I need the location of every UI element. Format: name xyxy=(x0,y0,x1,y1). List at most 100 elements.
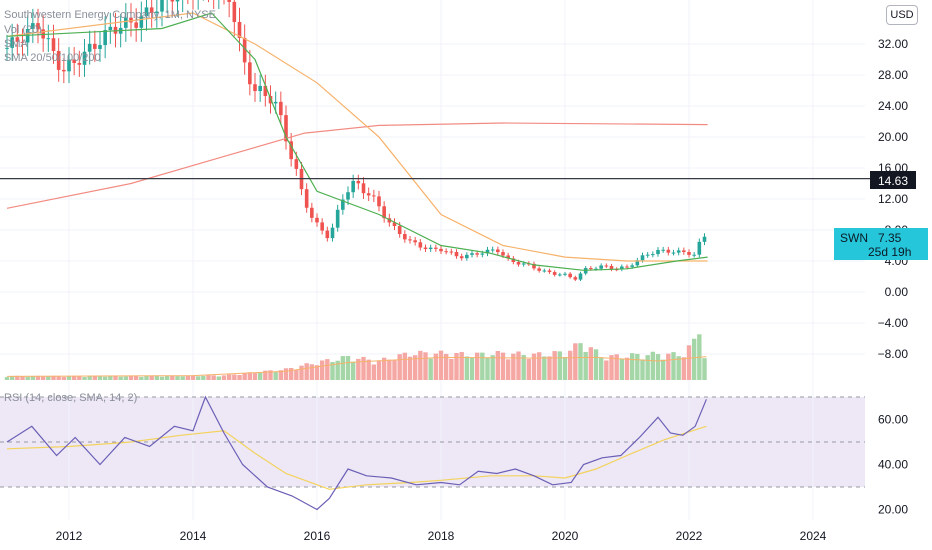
volume-bar xyxy=(691,338,697,380)
candle-body xyxy=(397,226,402,235)
volume-bar xyxy=(681,357,687,380)
candle-body xyxy=(155,11,159,14)
currency-button[interactable]: USD xyxy=(886,5,918,25)
volume-bar xyxy=(30,375,36,380)
ticker-symbol: SWN xyxy=(840,231,868,245)
volume-bar xyxy=(97,376,103,380)
volume-bar xyxy=(237,374,242,380)
volume-bar xyxy=(480,352,485,380)
volume-bar xyxy=(206,375,211,380)
candle-body xyxy=(253,84,257,92)
candle-body xyxy=(170,0,175,2)
candle-body xyxy=(304,189,309,208)
candle-body xyxy=(273,101,278,104)
volume-bar xyxy=(387,359,392,380)
hline-price-tag xyxy=(870,171,916,189)
candle-body xyxy=(403,234,407,240)
candle-body xyxy=(697,241,702,255)
candle-body xyxy=(666,249,671,253)
volume-bar xyxy=(330,361,335,380)
sma20-line xyxy=(6,12,708,271)
candle-body xyxy=(459,256,464,259)
volume-bar xyxy=(397,354,402,380)
time-tick-label: 2016 xyxy=(304,529,331,543)
candle-body xyxy=(594,268,598,270)
candle-body xyxy=(625,266,629,268)
candle-body xyxy=(315,217,319,223)
volume-bar xyxy=(66,376,72,380)
volume-bar xyxy=(185,375,191,380)
volume-bar xyxy=(56,375,61,380)
volume-bar xyxy=(547,356,552,380)
volume-bar xyxy=(567,350,573,380)
volume-bar xyxy=(335,360,340,380)
legend-sma: SMA xyxy=(4,38,29,50)
grid xyxy=(0,0,865,520)
volume-bar xyxy=(474,352,480,380)
price-tick-label: 28.00 xyxy=(878,68,908,82)
candle-body xyxy=(382,206,386,219)
ticker-badge xyxy=(834,228,928,260)
candle-body xyxy=(310,207,314,218)
volume-bar xyxy=(304,363,309,380)
volume-bar xyxy=(268,370,273,380)
rsi-line xyxy=(6,395,707,511)
candle-body xyxy=(573,277,578,280)
volume-bar xyxy=(61,376,67,380)
volume-bar xyxy=(170,375,175,380)
candle-body xyxy=(480,253,485,255)
volume-bar xyxy=(542,356,547,380)
candle-body xyxy=(423,247,428,250)
volume-bar xyxy=(366,359,371,380)
time-tick-label: 2012 xyxy=(56,529,83,543)
volume-bar xyxy=(273,371,278,380)
rsi-axis[interactable]: 60.00 40.00 20.00 xyxy=(878,413,908,517)
candle-body xyxy=(470,253,474,255)
volume-bar xyxy=(164,375,170,380)
candle-body xyxy=(87,43,92,52)
candle-body xyxy=(547,270,552,273)
candle-body xyxy=(532,263,536,269)
candle-body xyxy=(149,7,154,14)
candle-body xyxy=(599,265,603,269)
volume-bar xyxy=(516,351,521,380)
candle-body xyxy=(692,254,696,256)
volume-bar xyxy=(495,351,501,380)
volume-bar xyxy=(412,355,418,380)
volume-bar xyxy=(77,376,82,380)
candle-body xyxy=(335,209,340,228)
volume-bar xyxy=(51,375,56,380)
candle-body xyxy=(506,255,510,259)
candle-body xyxy=(20,41,25,43)
candle-body xyxy=(36,23,40,30)
volume-bar xyxy=(531,353,537,380)
volume-bar xyxy=(263,370,268,380)
candle-body xyxy=(454,252,459,257)
volume-bar xyxy=(635,353,640,380)
candle-body xyxy=(444,251,448,253)
volume-bar xyxy=(216,376,222,380)
candle-body xyxy=(258,85,262,92)
volume-bar xyxy=(92,375,98,380)
time-tick-label: 2020 xyxy=(552,529,579,543)
volume-bar xyxy=(190,375,196,380)
rsi-tick-label: 40.00 xyxy=(878,458,908,472)
volume-bar xyxy=(232,374,237,380)
volume-bar xyxy=(490,355,495,380)
volume-bar xyxy=(686,345,692,380)
candle-body xyxy=(516,262,521,265)
candle-body xyxy=(93,43,97,49)
price-axis[interactable]: 32.0028.0024.0020.0016.0012.008.004.000.… xyxy=(878,37,909,361)
volume-bar xyxy=(655,354,661,380)
candle-body xyxy=(351,180,355,193)
candle-body xyxy=(108,26,113,31)
volume-bar xyxy=(113,375,118,380)
price-tick-label: 0.00 xyxy=(885,285,909,299)
candle-body xyxy=(5,47,9,49)
candle-body xyxy=(356,180,361,184)
volume-bar xyxy=(536,352,542,380)
candle-body xyxy=(552,272,557,275)
time-axis[interactable]: 2012 2014 2016 2018 2020 2022 2024 xyxy=(56,529,827,543)
candle-body xyxy=(330,227,335,239)
